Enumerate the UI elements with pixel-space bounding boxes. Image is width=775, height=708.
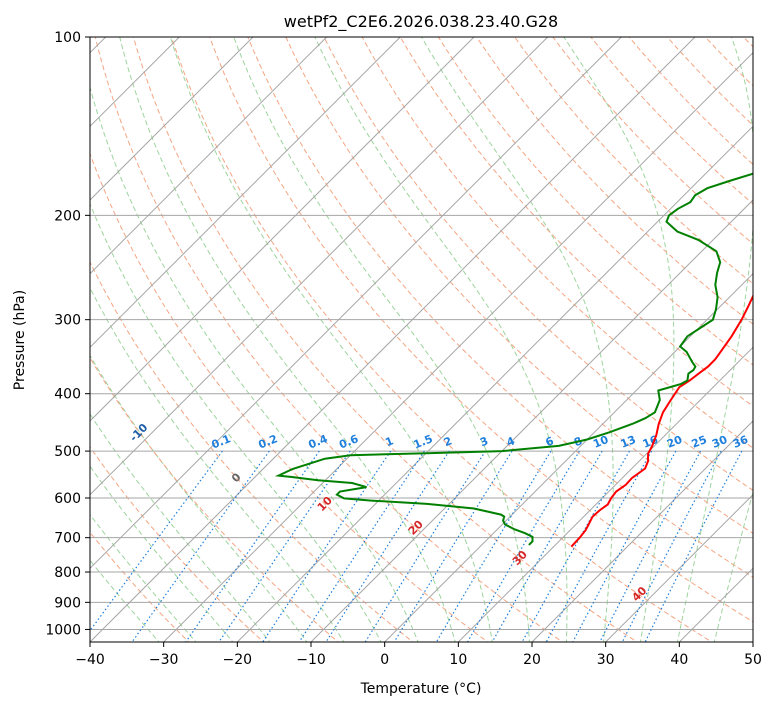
x-tick-label: 10 [449,652,467,668]
dewpoint-profile-line [274,172,753,546]
x-tick-label: 0 [380,652,389,668]
mixing-ratio-line [644,450,743,642]
y-axis-ticks: 1000 900 800 700 600 500 400 300 200 100 [45,30,90,638]
y-tick-label: 1000 [45,622,81,638]
mixing-ratio-label: 30 [710,433,729,451]
y-tick-label: 100 [54,30,81,46]
mixing-ratio-lines [90,450,743,642]
y-tick-label: 900 [54,595,81,611]
x-tick-label: 40 [670,652,688,668]
isotherm-line [310,199,753,642]
dry-adiabat-line [476,37,753,325]
isotherm-line [90,37,254,201]
mixing-ratio-label: 13 [619,433,638,451]
x-tick-label: −40 [75,652,105,668]
mixing-ratio-line [393,450,513,642]
isotherm-line [90,37,401,349]
x-tick-label: −30 [149,652,179,668]
mixing-ratio-labels: 0.1 0.2 0.4 0.6 1 1.5 2 3 4 6 8 10 13 16 20 25 30 36 [210,432,751,451]
dry-adiabat-line [247,37,753,578]
isotherm-line [384,272,753,642]
isotherm-line [236,125,753,642]
x-tick-label: 50 [744,652,762,668]
chart-title: wetPf2_C2E6.2026.038.23.40.G28 [284,12,558,32]
x-tick-label: −20 [223,652,253,668]
y-tick-label: 700 [54,531,81,547]
temperature-profile-line [570,293,753,548]
x-tick-label: −10 [296,652,326,668]
isotherm-line [457,346,753,642]
moist-adiabat-line [90,413,271,642]
x-tick-label: 30 [597,652,615,668]
mixing-ratio-label: 36 [731,433,750,451]
moist-adiabat-line [90,465,234,642]
dry-adiabat-line [285,37,753,535]
y-tick-label: 600 [54,491,81,507]
x-tick-label: 20 [523,652,541,668]
mixing-ratio-line [262,450,392,642]
isotherm-line [90,37,328,275]
x-axis-ticks: −40 −30 −20 −10 0 10 20 30 40 50 [75,642,762,668]
dry-adiabat-line [361,37,753,449]
mixing-ratio-label: 20 [665,433,684,451]
dry-adiabat-line [170,37,713,642]
mixing-ratio-line [298,450,425,642]
mixing-ratio-line [572,450,677,642]
mixing-ratio-line [364,450,486,642]
mixing-ratio-line [466,450,580,642]
isotherm-line [90,37,475,422]
dry-adiabat-line [323,37,753,491]
isotherm-line [531,420,753,642]
dry-adiabat-line [437,37,753,366]
mixing-ratio-line [621,450,722,642]
isotherm-line [90,37,622,570]
mixing-ratio-label: 1 [383,434,395,449]
y-tick-label: 200 [54,208,81,224]
x-axis-label: Temperature (°C) [360,681,482,697]
dry-adiabat-line [90,152,489,642]
sounding-series [274,172,753,548]
mixing-ratio-line [131,450,270,642]
mixing-ratio-label: 25 [690,433,709,451]
isotherm-line [163,51,753,642]
isotherm-line [605,493,753,642]
y-tick-label: 500 [54,444,81,460]
y-tick-label: 300 [54,313,81,329]
mixing-ratio-line [491,450,603,642]
mixing-ratio-line [325,450,450,642]
y-tick-label: 800 [54,565,81,581]
y-tick-label: 400 [54,387,81,403]
isotherm-line [90,37,549,496]
mixing-ratio-label: 3 [478,434,490,449]
isotherms [90,37,753,642]
mixing-ratio-label: 2 [442,434,454,449]
y-axis-label: Pressure (hPa) [12,290,28,390]
isobars [90,37,753,630]
isotherm-line [90,37,696,642]
plot-frame [89,36,754,643]
